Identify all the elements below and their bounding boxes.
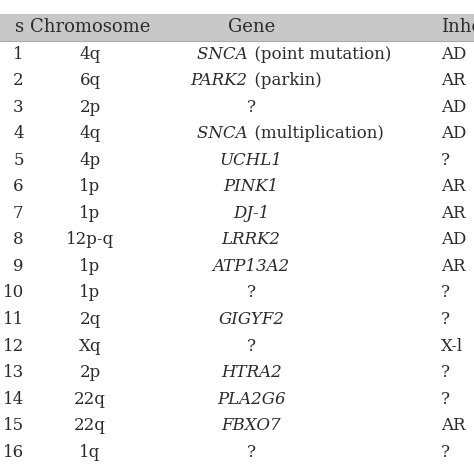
Text: 12p-q: 12p-q [66,231,114,248]
Text: 10: 10 [2,284,24,301]
Text: LRRK2: LRRK2 [222,231,281,248]
Text: 7: 7 [13,205,24,222]
Text: AD: AD [441,46,466,63]
Text: 15: 15 [2,417,24,434]
Text: ?: ? [441,391,450,408]
Text: s: s [15,18,24,36]
Text: DJ-1: DJ-1 [233,205,269,222]
Text: PARK2: PARK2 [191,72,251,89]
Text: ?: ? [247,284,255,301]
Text: ?: ? [441,444,450,461]
Text: ?: ? [441,284,450,301]
Text: 6q: 6q [80,72,100,89]
Text: 2p: 2p [80,99,100,116]
Text: 6: 6 [13,178,24,195]
Text: 12: 12 [2,337,24,355]
Text: 14: 14 [2,391,24,408]
Text: FBXO7: FBXO7 [221,417,281,434]
Text: (parkin): (parkin) [251,72,322,89]
Text: ?: ? [441,311,450,328]
Text: Inher: Inher [441,18,474,36]
Text: AR: AR [441,72,465,89]
Text: AR: AR [441,178,465,195]
Text: 4: 4 [13,125,24,142]
Text: 4p: 4p [80,152,100,169]
Text: 1q: 1q [80,444,100,461]
Text: AR: AR [441,205,465,222]
Text: 11: 11 [2,311,24,328]
Text: PLA2G6: PLA2G6 [217,391,285,408]
Text: 5: 5 [13,152,24,169]
Text: 1: 1 [13,46,24,63]
Text: ?: ? [247,99,255,116]
Text: SNCA: SNCA [197,125,251,142]
Text: 22q: 22q [74,391,106,408]
Text: ?: ? [441,364,450,381]
Text: 8: 8 [13,231,24,248]
Text: 22q: 22q [74,417,106,434]
Text: AD: AD [441,99,466,116]
Text: SNCA: SNCA [197,46,251,63]
Text: ?: ? [441,152,450,169]
Text: Gene: Gene [228,18,275,36]
Text: ATP13A2: ATP13A2 [213,258,290,275]
Text: 1p: 1p [80,258,100,275]
Text: 13: 13 [2,364,24,381]
Text: 3: 3 [13,99,24,116]
Text: PINK1: PINK1 [224,178,279,195]
Text: AR: AR [441,417,465,434]
Text: 1p: 1p [80,205,100,222]
Text: GIGYF2: GIGYF2 [218,311,284,328]
Text: (point mutation): (point mutation) [251,46,392,63]
Text: AR: AR [441,258,465,275]
Text: 4q: 4q [80,125,100,142]
Text: AD: AD [441,231,466,248]
Text: 9: 9 [13,258,24,275]
Text: 16: 16 [2,444,24,461]
Text: 2q: 2q [80,311,100,328]
Text: ?: ? [247,444,255,461]
Text: 4q: 4q [80,46,100,63]
Text: Xq: Xq [79,337,101,355]
Text: (multiplication): (multiplication) [251,125,384,142]
Text: UCHL1: UCHL1 [220,152,283,169]
Text: HTRA2: HTRA2 [221,364,282,381]
Text: 1p: 1p [80,178,100,195]
Text: AD: AD [441,125,466,142]
Text: X-l: X-l [441,337,463,355]
Text: Chromosome: Chromosome [30,18,150,36]
Text: ?: ? [247,337,255,355]
Text: 2p: 2p [80,364,100,381]
FancyBboxPatch shape [0,14,474,41]
Text: 2: 2 [13,72,24,89]
Text: 1p: 1p [80,284,100,301]
